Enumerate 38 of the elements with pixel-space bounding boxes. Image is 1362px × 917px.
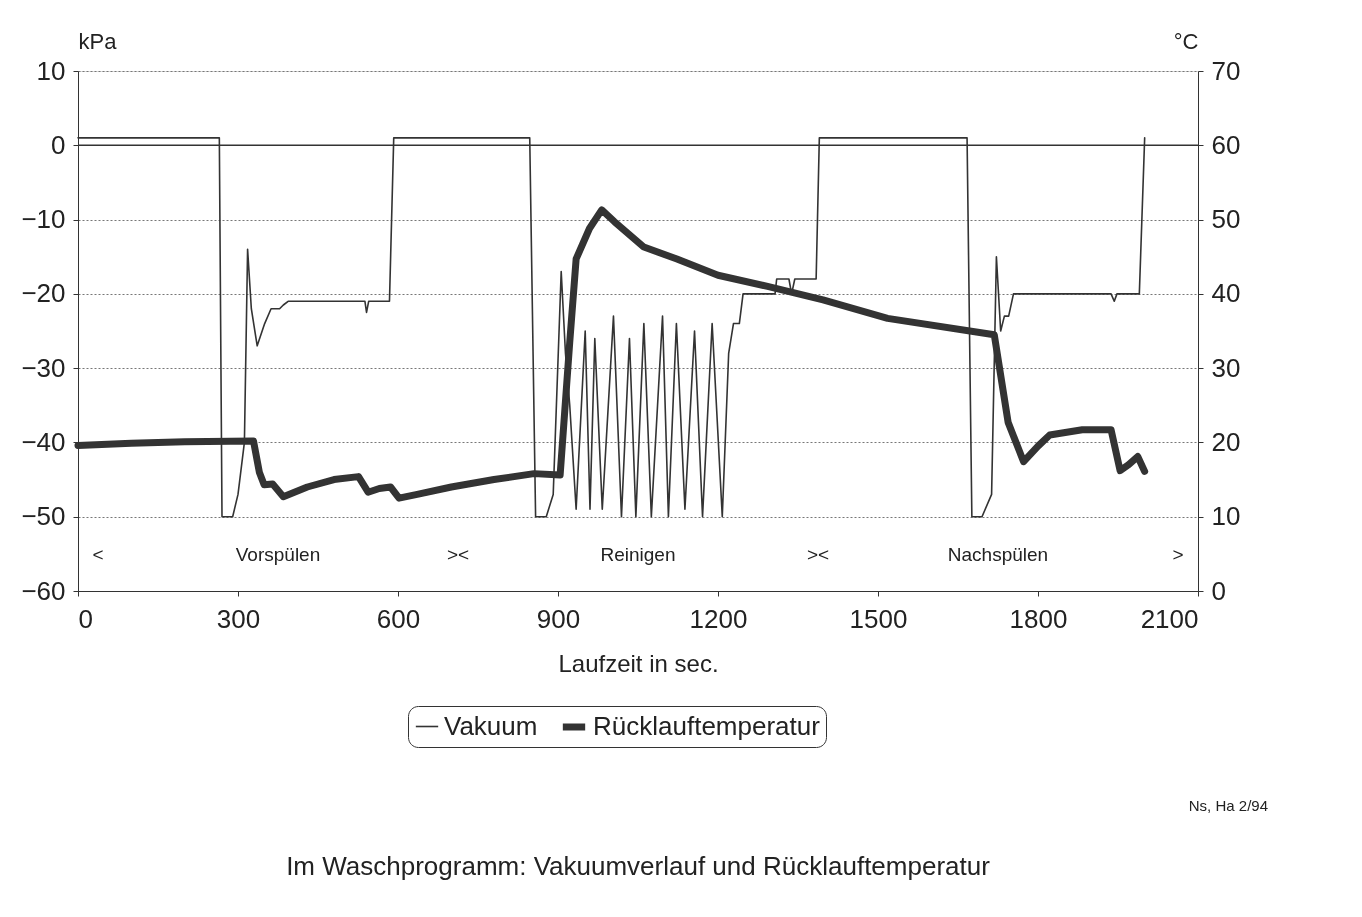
y2-tick-label: 70 xyxy=(1211,55,1241,86)
y2-tick-label: 30 xyxy=(1211,352,1241,383)
y-tick-label: −40 xyxy=(21,426,66,457)
y-tick-label: −10 xyxy=(21,204,66,235)
y-tick-label: 0 xyxy=(51,129,66,160)
y2-tick-label: 0 xyxy=(1211,575,1226,606)
y-tick-label: −60 xyxy=(21,575,66,606)
y-tick-label: −20 xyxy=(21,278,66,309)
annotation: Reinigen xyxy=(600,543,676,565)
annotation: >< xyxy=(806,543,830,565)
y-tick-label: 10 xyxy=(36,55,66,86)
y2-tick-label: 10 xyxy=(1211,501,1241,532)
y2-tick-label: 20 xyxy=(1211,426,1241,457)
y2-tick-label: 40 xyxy=(1211,278,1241,309)
y2-axis-title: °C xyxy=(1173,28,1199,54)
text: Im Waschprogramm: Vakuumverlauf und Rücklauftemperatur xyxy=(286,851,991,881)
x-tick-label: 0 xyxy=(78,603,93,634)
x-tick-label: 300 xyxy=(216,603,261,634)
annotation: Vorspülen xyxy=(235,543,321,565)
annotation: < xyxy=(92,543,104,565)
annotation: Nachspülen xyxy=(947,543,1049,565)
y-tick-label: −30 xyxy=(21,352,66,383)
y-tick-label: −50 xyxy=(21,501,66,532)
x-tick-label: 900 xyxy=(536,603,581,634)
y2-tick-label: 60 xyxy=(1211,129,1241,160)
x-tick-label: 2100 xyxy=(1140,603,1199,634)
text: Ns, Ha 2/94 xyxy=(1188,797,1268,814)
y2-tick-label: 50 xyxy=(1211,204,1241,235)
legend-label: Vakuum xyxy=(444,710,538,741)
annotation: >< xyxy=(446,543,470,565)
annotation: > xyxy=(1172,543,1184,565)
legend-label: Rücklauftemperatur xyxy=(593,711,821,741)
x-tick-label: 1200 xyxy=(689,603,748,634)
x-tick-label: 600 xyxy=(376,603,421,634)
x-tick-label: 1800 xyxy=(1009,603,1068,634)
x-tick-label: 1500 xyxy=(849,603,908,634)
y-axis-title: kPa xyxy=(78,28,118,54)
x-axis-title: Laufzeit in sec. xyxy=(558,649,719,677)
